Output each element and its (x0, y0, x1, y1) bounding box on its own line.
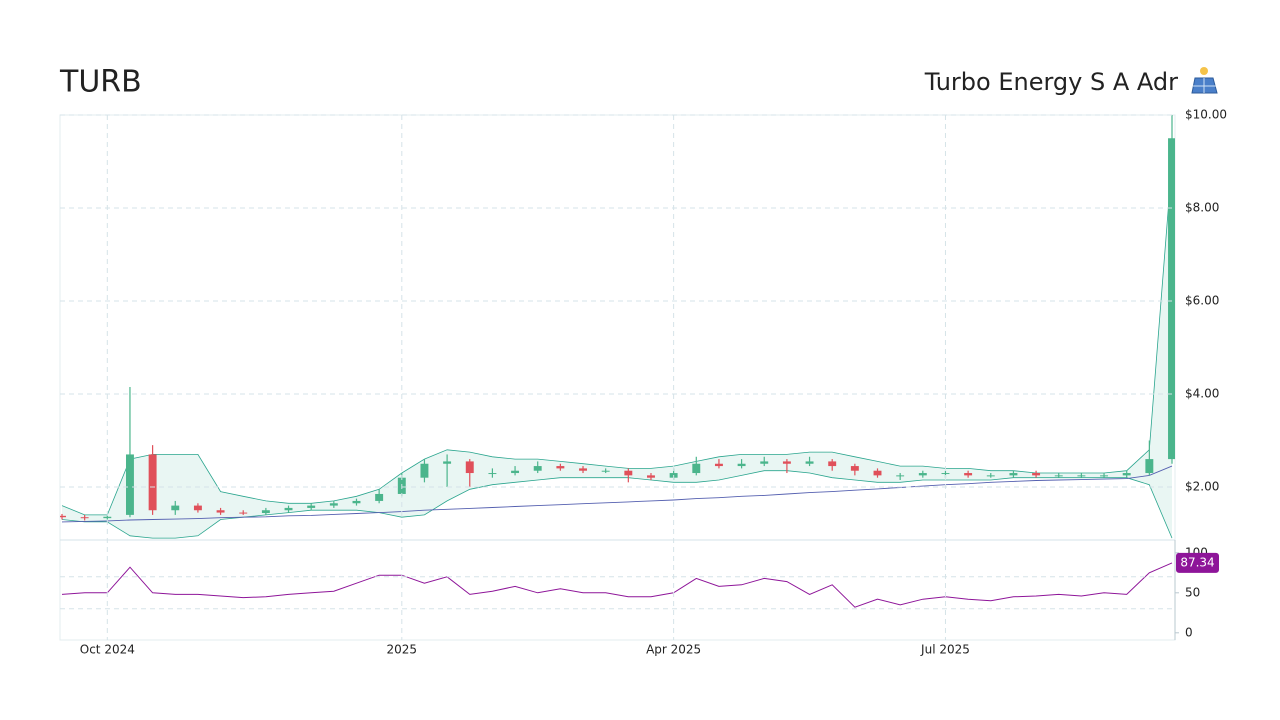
candle-body (714, 463, 723, 467)
candle-body (443, 461, 452, 464)
candle-body (171, 505, 180, 511)
x-tick-label: Oct 2024 (80, 643, 135, 657)
candle-body (1145, 459, 1154, 474)
candle-body (420, 463, 429, 478)
plot-frame (59, 114, 1176, 641)
candle-body (850, 466, 859, 471)
candle-body (125, 454, 134, 515)
candle-body (1077, 475, 1086, 477)
candle-body (80, 517, 89, 519)
candle-body (556, 466, 565, 469)
candle-body (918, 473, 927, 476)
y-tick-label: $10.00 (1185, 108, 1227, 122)
company-name: Turbo Energy S A Adr (924, 68, 1178, 96)
candle-body (941, 473, 950, 475)
candle-body (533, 466, 542, 471)
candle-body (782, 461, 791, 464)
y-tick-label: $2.00 (1185, 479, 1219, 493)
candle-body (511, 470, 520, 474)
symbol: TURB (59, 65, 142, 100)
y-tick-label: $8.00 (1185, 200, 1219, 214)
candle-body (239, 512, 248, 514)
candle-body (148, 454, 157, 511)
candle-body (465, 461, 474, 474)
candle-body (986, 475, 995, 477)
candle-body (896, 475, 905, 477)
candle-body (216, 510, 225, 513)
y-tick-label: $4.00 (1185, 386, 1219, 400)
bollinger-fill (62, 161, 1172, 539)
candle-body (828, 461, 837, 467)
rsi-panel (61, 562, 1173, 608)
bollinger-upper (61, 161, 1173, 516)
solar-icon (1191, 67, 1218, 94)
candle-body (624, 470, 633, 476)
x-tick-label: Apr 2025 (646, 643, 701, 657)
candle-body (1100, 475, 1109, 477)
candle-body (1054, 475, 1063, 477)
rsi-line (61, 562, 1173, 608)
candle-body (1032, 473, 1041, 476)
candle-body (307, 505, 316, 508)
candle-body (737, 463, 746, 467)
last-value-box (1176, 552, 1219, 573)
candle-body (579, 468, 587, 471)
candle-body (805, 461, 814, 464)
candle-body (1009, 473, 1018, 476)
x-tick-label: Jul 2025 (920, 643, 970, 657)
rsi-tick-label: 0 (1185, 625, 1193, 639)
candle-body (60, 515, 66, 518)
rsi-tick-label: 50 (1185, 585, 1200, 599)
candle-body (760, 461, 769, 464)
candle-body (647, 475, 655, 478)
candle-body (488, 473, 497, 475)
price-panel (60, 115, 1175, 539)
candle-body (964, 473, 973, 476)
candle-body (601, 470, 610, 472)
candle-body (193, 505, 202, 511)
last-value-label: 87.34 (1180, 555, 1214, 569)
candle-body (329, 503, 338, 506)
candle-body (873, 470, 882, 476)
candle-body (1122, 473, 1131, 476)
candle-body (284, 507, 293, 511)
candle-body (261, 510, 270, 514)
sma-line (61, 465, 1173, 523)
candle-body (103, 516, 112, 519)
candle-body (375, 493, 384, 501)
x-tick-label: 2025 (387, 643, 418, 657)
y-tick-label: $6.00 (1185, 293, 1219, 307)
candle-body (352, 500, 361, 504)
candle-body (692, 463, 701, 474)
candle-body (1168, 138, 1175, 460)
